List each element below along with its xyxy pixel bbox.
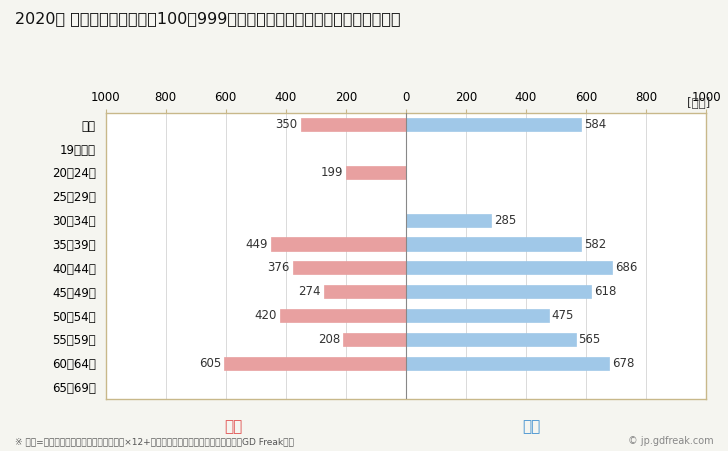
Text: ※ 年収=「きまって支給する現金給与額」×12+「年間賞与その他特別給与額」としてGD Freak推計: ※ 年収=「きまって支給する現金給与額」×12+「年間賞与その他特別給与額」とし…	[15, 437, 293, 446]
Bar	[406, 237, 581, 251]
Text: 605: 605	[199, 357, 221, 370]
Bar	[344, 333, 406, 346]
Text: 285: 285	[494, 214, 517, 227]
Bar	[271, 237, 406, 251]
Bar	[280, 309, 406, 322]
Text: 208: 208	[318, 333, 341, 346]
Bar	[293, 261, 406, 275]
Text: 男性: 男性	[522, 419, 541, 434]
Bar	[406, 357, 609, 370]
Text: 274: 274	[298, 285, 320, 298]
Text: 2020年 民間企業（従業者数100〜999人）フルタイム労働者の男女別平均年収: 2020年 民間企業（従業者数100〜999人）フルタイム労働者の男女別平均年収	[15, 11, 400, 26]
Text: 582: 582	[584, 238, 606, 250]
Text: 376: 376	[268, 262, 290, 274]
Bar	[224, 357, 406, 370]
Bar	[406, 285, 591, 298]
Text: 618: 618	[595, 285, 617, 298]
Bar	[406, 261, 612, 275]
Bar	[301, 118, 406, 131]
Text: 350: 350	[276, 118, 298, 131]
Text: 420: 420	[254, 309, 277, 322]
Bar	[346, 166, 406, 179]
Text: [万円]: [万円]	[687, 97, 710, 110]
Text: 199: 199	[320, 166, 343, 179]
Bar	[406, 118, 581, 131]
Text: 565: 565	[579, 333, 601, 346]
Text: 584: 584	[585, 118, 606, 131]
Bar	[406, 333, 576, 346]
Text: 686: 686	[615, 262, 637, 274]
Text: 475: 475	[552, 309, 574, 322]
Bar	[406, 309, 548, 322]
Bar	[406, 214, 491, 227]
Text: 449: 449	[245, 238, 268, 250]
Text: 女性: 女性	[223, 419, 242, 434]
Text: 678: 678	[612, 357, 635, 370]
Text: © jp.gdfreak.com: © jp.gdfreak.com	[628, 437, 713, 446]
Bar	[323, 285, 406, 298]
